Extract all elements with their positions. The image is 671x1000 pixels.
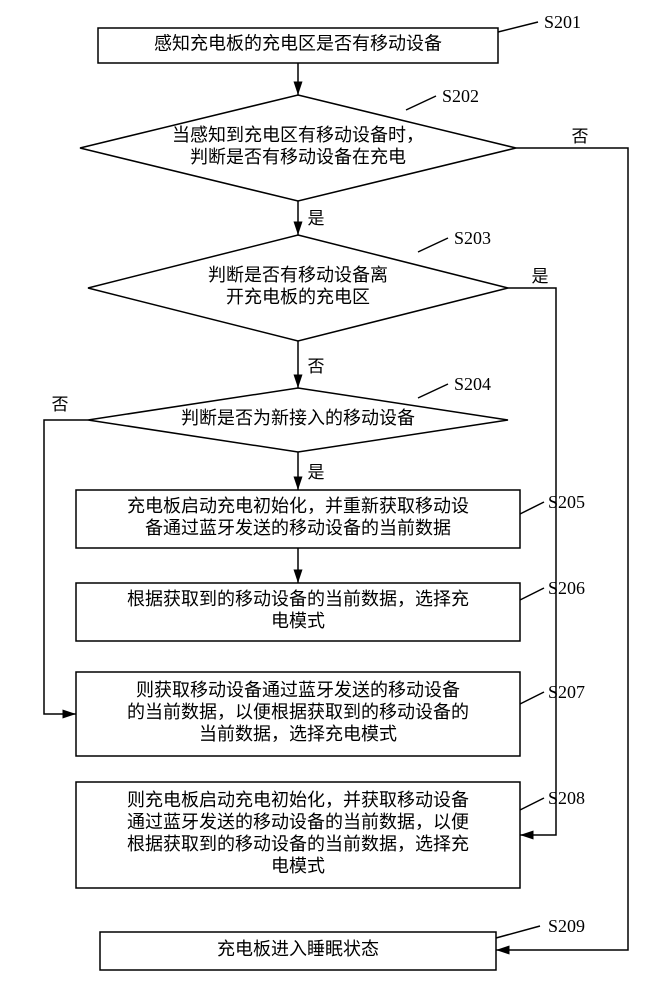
label-leader-s204 <box>418 384 448 398</box>
edge-label: 是 <box>532 267 549 286</box>
step-label-s203: S203 <box>454 228 491 248</box>
label-leader-s206 <box>520 588 544 600</box>
step-label-s206: S206 <box>548 578 585 598</box>
node-text-s204: 判断是否为新接入的移动设备 <box>181 408 415 428</box>
node-text-s208: 电模式 <box>271 856 325 876</box>
node-text-s205: 备通过蓝牙发送的移动设备的当前数据 <box>145 518 451 538</box>
step-label-s208: S208 <box>548 788 585 808</box>
step-label-s204: S204 <box>454 374 491 394</box>
node-text-s205: 充电板启动充电初始化，并重新获取移动设 <box>127 496 469 516</box>
node-text-s209: 充电板进入睡眠状态 <box>217 939 379 959</box>
step-label-s205: S205 <box>548 492 585 512</box>
node-text-s203: 开充电板的充电区 <box>226 287 370 307</box>
node-text-s208: 则充电板启动充电初始化，并获取移动设备 <box>127 790 469 810</box>
edge-label: 是 <box>308 209 325 228</box>
node-text-s207: 当前数据，选择充电模式 <box>199 724 397 744</box>
step-label-s201: S201 <box>544 12 581 32</box>
edge-label: 否 <box>308 357 325 376</box>
node-text-s208: 根据获取到的移动设备的当前数据，选择充 <box>127 834 469 854</box>
label-leader-s207 <box>520 692 544 704</box>
node-text-s207: 则获取移动设备通过蓝牙发送的移动设备 <box>136 680 460 700</box>
label-leader-s209 <box>496 926 540 938</box>
node-text-s202: 判断是否有移动设备在充电 <box>190 147 406 167</box>
label-leader-s203 <box>418 238 448 252</box>
node-text-s202: 当感知到充电区有移动设备时， <box>172 125 424 145</box>
label-leader-s208 <box>520 798 544 810</box>
edge-label: 否 <box>52 395 69 414</box>
step-label-s207: S207 <box>548 682 585 702</box>
edge-label: 否 <box>572 127 589 146</box>
label-leader-s202 <box>406 96 436 110</box>
step-label-s209: S209 <box>548 916 585 936</box>
node-text-s206: 电模式 <box>271 611 325 631</box>
node-text-s208: 通过蓝牙发送的移动设备的当前数据，以便 <box>127 812 469 832</box>
label-leader-s201 <box>498 22 538 32</box>
node-text-s207: 的当前数据，以便根据获取到的移动设备的 <box>127 702 469 722</box>
label-leader-s205 <box>520 502 544 514</box>
step-label-s202: S202 <box>442 86 479 106</box>
node-text-s201: 感知充电板的充电区是否有移动设备 <box>154 34 442 54</box>
node-text-s203: 判断是否有移动设备离 <box>208 265 388 285</box>
node-text-s206: 根据获取到的移动设备的当前数据，选择充 <box>127 589 469 609</box>
edge-label: 是 <box>308 463 325 482</box>
flow-edge <box>44 420 88 714</box>
